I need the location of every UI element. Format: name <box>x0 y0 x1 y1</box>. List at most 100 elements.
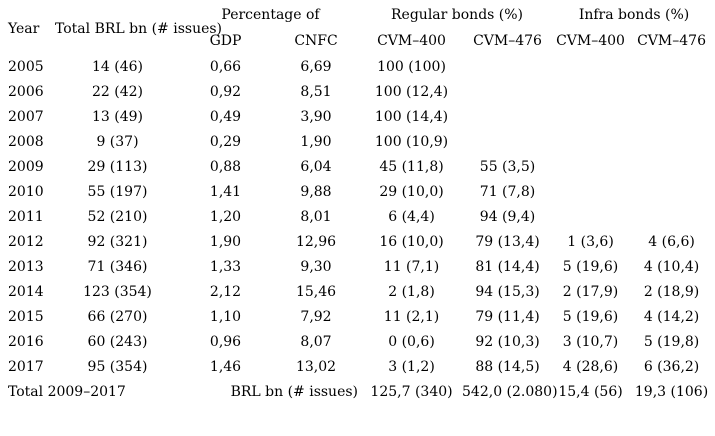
cell-infra-cvm400 <box>553 179 628 204</box>
table-row: 2010 55 (197) 1,41 9,88 29 (10,0) 71 (7,… <box>0 179 715 204</box>
cell-gdp: 1,46 <box>209 358 242 375</box>
cell-total-brl: 71 (346) <box>87 258 148 275</box>
cell-regular-cvm476: 94 (15,3) <box>475 283 540 300</box>
cell-total-brl: 60 (243) <box>87 333 148 350</box>
cell-year: 2012 <box>8 233 44 250</box>
cell-gdp: 0,29 <box>209 133 242 150</box>
header-regular-cvm400: CVM–400 <box>377 32 446 49</box>
cell-infra-cvm476: 5 (19,8) <box>643 333 700 350</box>
cell-regular-cvm400: 45 (11,8) <box>379 158 444 175</box>
header-group-percentage-of: Percentage of <box>221 7 320 23</box>
cell-total-brl: 92 (321) <box>87 233 148 250</box>
table-row: 2009 29 (113) 0,88 6,04 45 (11,8) 55 (3,… <box>0 154 715 179</box>
cell-regular-cvm476 <box>462 129 553 154</box>
cell-infra-cvm400: 3 (10,7) <box>562 333 619 350</box>
cell-regular-cvm476 <box>462 79 553 104</box>
cell-gdp: 1,41 <box>209 183 242 200</box>
cell-infra-cvm400: 2 (17,9) <box>562 283 619 300</box>
table-row: 2008 9 (37) 0,29 1,90 100 (10,9) <box>0 129 715 154</box>
table-row: 2013 71 (346) 1,33 9,30 11 (7,1) 81 (14,… <box>0 254 715 279</box>
table-row: 2017 95 (354) 1,46 13,02 3 (1,2) 88 (14,… <box>0 354 715 379</box>
table-row: 2011 52 (210) 1,20 8,01 6 (4,4) 94 (9,4) <box>0 204 715 229</box>
table-row: 2005 14 (46) 0,66 6,69 100 (100) <box>0 54 715 79</box>
cell-year: 2009 <box>8 158 44 175</box>
cell-regular-cvm476: 79 (13,4) <box>475 233 540 250</box>
cell-regular-cvm476: 79 (11,4) <box>475 308 540 325</box>
footer-total-label: Total 2009–2017 <box>8 383 126 400</box>
total-row: Total 2009–2017 BRL bn (# issues) 125,7 … <box>0 379 715 404</box>
cell-year: 2017 <box>8 358 44 375</box>
bond-issuance-table: Year Total BRL bn (# issues) Percentage … <box>0 3 715 404</box>
cell-total-brl: 29 (113) <box>87 158 148 175</box>
header-infra-cvm400: CVM–400 <box>556 32 625 49</box>
cell-gdp: 1,90 <box>209 233 242 250</box>
footer-total-regular-cvm476: 542,0 (2.080) <box>462 383 558 400</box>
cell-regular-cvm400: 100 (100) <box>377 58 446 75</box>
header-year: Year <box>8 20 40 37</box>
cell-total-brl: 66 (270) <box>87 308 148 325</box>
cell-infra-cvm400 <box>553 129 628 154</box>
table-row: 2015 66 (270) 1,10 7,92 11 (2,1) 79 (11,… <box>0 304 715 329</box>
cell-total-brl: 22 (42) <box>91 83 143 100</box>
cell-cnfc: 15,46 <box>295 283 337 300</box>
cell-infra-cvm476 <box>628 204 715 229</box>
table-row: 2006 22 (42) 0,92 8,51 100 (12,4) <box>0 79 715 104</box>
table-row: 2016 60 (243) 0,96 8,07 0 (0,6) 92 (10,3… <box>0 329 715 354</box>
cell-infra-cvm476: 4 (6,6) <box>648 233 695 250</box>
cell-cnfc: 9,30 <box>300 258 332 275</box>
cell-infra-cvm476 <box>628 79 715 104</box>
cell-total-brl: 14 (46) <box>91 58 143 75</box>
header-infra-cvm476: CVM–476 <box>637 32 706 49</box>
cell-total-brl: 123 (354) <box>83 283 152 300</box>
cell-cnfc: 12,96 <box>295 233 337 250</box>
cell-gdp: 1,33 <box>209 258 242 275</box>
cell-cnfc: 8,07 <box>300 333 332 350</box>
cell-regular-cvm400: 16 (10,0) <box>379 233 444 250</box>
cell-regular-cvm476: 88 (14,5) <box>475 358 540 375</box>
cell-cnfc: 9,88 <box>300 183 332 200</box>
cell-cnfc: 6,04 <box>300 158 332 175</box>
cell-regular-cvm400: 6 (4,4) <box>388 208 435 225</box>
cell-regular-cvm400: 0 (0,6) <box>388 333 435 350</box>
cell-infra-cvm476: 4 (10,4) <box>643 258 700 275</box>
cell-gdp: 1,20 <box>209 208 242 225</box>
cell-total-brl: 13 (49) <box>91 108 143 125</box>
cell-infra-cvm476 <box>628 104 715 129</box>
cell-regular-cvm476: 55 (3,5) <box>479 158 536 175</box>
cell-regular-cvm476: 94 (9,4) <box>479 208 536 225</box>
cell-total-brl: 52 (210) <box>87 208 148 225</box>
table-body: 2005 14 (46) 0,66 6,69 100 (100) 2006 22… <box>0 54 715 379</box>
cell-year: 2006 <box>8 83 44 100</box>
cell-regular-cvm400: 11 (7,1) <box>383 258 440 275</box>
table-row: 2012 92 (321) 1,90 12,96 16 (10,0) 79 (1… <box>0 229 715 254</box>
header-gdp: GDP <box>209 32 242 49</box>
cell-year: 2008 <box>8 133 44 150</box>
cell-regular-cvm476: 92 (10,3) <box>475 333 540 350</box>
cell-gdp: 0,92 <box>209 83 242 100</box>
cell-infra-cvm400 <box>553 79 628 104</box>
table-header: Year Total BRL bn (# issues) Percentage … <box>0 3 715 54</box>
cell-gdp: 0,96 <box>209 333 242 350</box>
cell-year: 2015 <box>8 308 44 325</box>
cell-total-brl: 95 (354) <box>87 358 148 375</box>
cell-infra-cvm400 <box>553 54 628 79</box>
cell-regular-cvm400: 11 (2,1) <box>383 308 440 325</box>
footer-unit-label: BRL bn (# issues) <box>230 383 359 400</box>
cell-infra-cvm476 <box>628 129 715 154</box>
cell-total-brl: 9 (37) <box>96 133 139 150</box>
header-column-row: GDP CNFC CVM–400 CVM–476 CVM–400 CVM–476 <box>0 27 715 54</box>
cell-total-brl: 55 (197) <box>87 183 148 200</box>
cell-regular-cvm400: 29 (10,0) <box>379 183 444 200</box>
cell-regular-cvm400: 100 (10,9) <box>374 133 449 150</box>
cell-regular-cvm400: 3 (1,2) <box>388 358 435 375</box>
cell-year: 2011 <box>8 208 44 225</box>
cell-regular-cvm476 <box>462 54 553 79</box>
cell-infra-cvm476 <box>628 54 715 79</box>
cell-year: 2007 <box>8 108 44 125</box>
cell-regular-cvm400: 2 (1,8) <box>388 283 435 300</box>
cell-regular-cvm400: 100 (14,4) <box>374 108 449 125</box>
cell-cnfc: 7,92 <box>300 308 332 325</box>
table-footer: Total 2009–2017 BRL bn (# issues) 125,7 … <box>0 379 715 404</box>
cell-regular-cvm476: 81 (14,4) <box>475 258 540 275</box>
cell-cnfc: 8,51 <box>300 83 332 100</box>
